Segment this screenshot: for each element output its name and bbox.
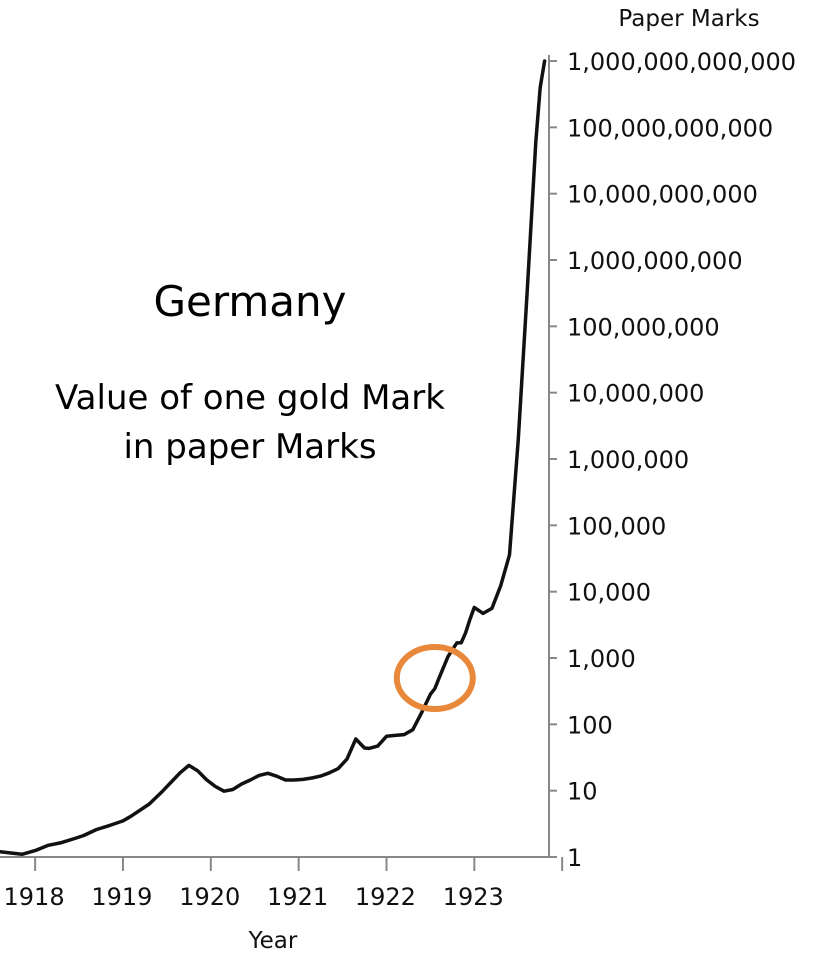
- y-tick-label: 1,000,000,000: [567, 247, 743, 275]
- y-tick-label: 100,000: [567, 512, 666, 540]
- y-tick-label: 10,000: [567, 579, 651, 607]
- y-tick-label: 10,000,000: [567, 380, 704, 408]
- y-tick-label: 1: [567, 844, 582, 872]
- y-ticks: 1 10 100 1,000 10,000 100,000 1,000,000 10,000,…: [549, 48, 796, 872]
- x-tick-label: 1918: [4, 883, 65, 911]
- series-line: [0, 59, 547, 857]
- y-tick-label: 10: [567, 778, 598, 806]
- y-tick-label: 1,000: [567, 645, 636, 673]
- x-tick-label: 1921: [267, 883, 328, 911]
- x-tick-label: 1922: [355, 883, 416, 911]
- y-tick-label: 100,000,000,000: [567, 114, 773, 142]
- chart-title: Germany: [153, 277, 346, 326]
- chart-subtitle-line-1: Value of one gold Mark: [55, 378, 445, 418]
- x-axis-title: Year: [248, 928, 298, 954]
- y-tick-label: 100: [567, 711, 613, 739]
- x-tick-label: 1919: [91, 883, 152, 911]
- x-tick-label: 1923: [443, 883, 504, 911]
- y-tick-label: 1,000,000: [567, 446, 689, 474]
- chart-subtitle-line-2: in paper Marks: [123, 427, 376, 467]
- y-tick-label: 100,000,000: [567, 313, 720, 341]
- y-tick-label: 10,000,000,000: [567, 181, 758, 209]
- x-tick-label: 1920: [179, 883, 240, 911]
- y-tick-label: 1,000,000,000,000: [567, 48, 796, 76]
- highlight-ellipse: [393, 643, 476, 712]
- y-axis-title: Paper Marks: [618, 6, 759, 32]
- x-ticks: 1918 1919 1920 1921 1922 1923: [4, 857, 564, 911]
